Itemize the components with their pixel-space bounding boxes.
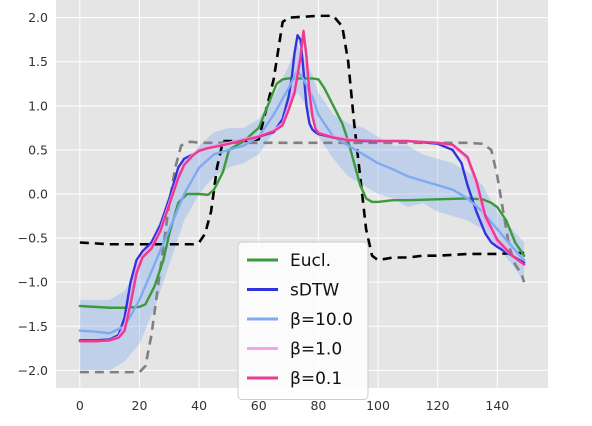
- legend-label: β=0.1: [290, 369, 342, 389]
- y-tick-label: 2.0: [28, 10, 48, 25]
- legend: Eucl. sDTW β=10.0 β=1.0 β=0.1: [238, 242, 368, 400]
- y-tick-label: 0.5: [28, 142, 48, 157]
- y-tick-label: 1.0: [28, 98, 48, 113]
- legend-label: Eucl.: [290, 251, 331, 271]
- legend-label: β=10.0: [290, 310, 353, 330]
- x-tick-label: 140: [485, 398, 509, 413]
- y-tick-label: 1.5: [28, 54, 48, 69]
- x-tick-label: 80: [310, 398, 326, 413]
- x-tick-label: 0: [76, 398, 84, 413]
- legend-label: sDTW: [290, 281, 339, 301]
- x-tick-label: 20: [132, 398, 148, 413]
- x-tick-label: 100: [366, 398, 390, 413]
- x-tick-label: 40: [191, 398, 207, 413]
- x-tick-label: 120: [426, 398, 450, 413]
- legend-label: β=1.0: [290, 340, 342, 360]
- x-tick-label: 60: [251, 398, 267, 413]
- y-tick-label: −1.0: [18, 275, 48, 290]
- y-tick-label: −1.5: [18, 319, 48, 334]
- y-tick-label: −2.0: [18, 363, 48, 378]
- y-tick-label: −0.5: [18, 231, 48, 246]
- y-tick-label: 0.0: [28, 187, 48, 202]
